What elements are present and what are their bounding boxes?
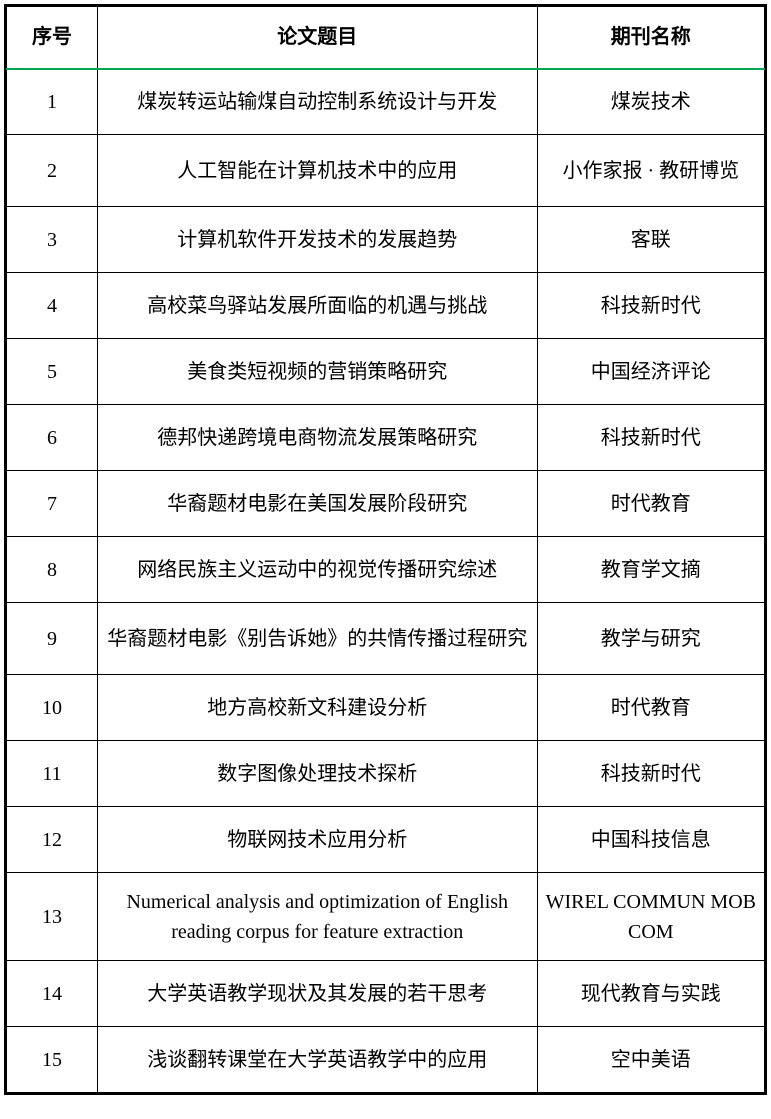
paper-table: 序号 论文题目 期刊名称 1煤炭转运站输煤自动控制系统设计与开发煤炭技术2人工智…	[6, 6, 765, 1093]
paper-table-container: 序号 论文题目 期刊名称 1煤炭转运站输煤自动控制系统设计与开发煤炭技术2人工智…	[4, 4, 767, 1095]
cell-title: Numerical analysis and optimization of E…	[97, 873, 537, 961]
cell-num: 15	[7, 1027, 98, 1093]
cell-num: 2	[7, 135, 98, 207]
cell-journal: 客联	[537, 207, 764, 273]
cell-title: 德邦快递跨境电商物流发展策略研究	[97, 405, 537, 471]
table-row: 3计算机软件开发技术的发展趋势客联	[7, 207, 765, 273]
table-row: 7华裔题材电影在美国发展阶段研究时代教育	[7, 471, 765, 537]
cell-num: 1	[7, 69, 98, 135]
cell-title: 大学英语教学现状及其发展的若干思考	[97, 961, 537, 1027]
cell-title: 人工智能在计算机技术中的应用	[97, 135, 537, 207]
cell-title: 高校菜鸟驿站发展所面临的机遇与挑战	[97, 273, 537, 339]
table-body: 1煤炭转运站输煤自动控制系统设计与开发煤炭技术2人工智能在计算机技术中的应用小作…	[7, 69, 765, 1093]
col-header-num: 序号	[7, 7, 98, 69]
cell-title: 美食类短视频的营销策略研究	[97, 339, 537, 405]
cell-title: 华裔题材电影《别告诉她》的共情传播过程研究	[97, 603, 537, 675]
table-header-row: 序号 论文题目 期刊名称	[7, 7, 765, 69]
cell-title: 物联网技术应用分析	[97, 807, 537, 873]
cell-journal: 中国科技信息	[537, 807, 764, 873]
col-header-journal: 期刊名称	[537, 7, 764, 69]
cell-journal: 小作家报 · 教研博览	[537, 135, 764, 207]
cell-title: 煤炭转运站输煤自动控制系统设计与开发	[97, 69, 537, 135]
table-row: 2人工智能在计算机技术中的应用小作家报 · 教研博览	[7, 135, 765, 207]
cell-journal: 中国经济评论	[537, 339, 764, 405]
cell-num: 8	[7, 537, 98, 603]
cell-num: 12	[7, 807, 98, 873]
cell-num: 6	[7, 405, 98, 471]
table-row: 10地方高校新文科建设分析时代教育	[7, 675, 765, 741]
table-row: 13Numerical analysis and optimization of…	[7, 873, 765, 961]
cell-num: 10	[7, 675, 98, 741]
cell-journal: 教学与研究	[537, 603, 764, 675]
cell-journal: 科技新时代	[537, 405, 764, 471]
cell-num: 14	[7, 961, 98, 1027]
cell-num: 3	[7, 207, 98, 273]
table-row: 5美食类短视频的营销策略研究中国经济评论	[7, 339, 765, 405]
cell-journal: 煤炭技术	[537, 69, 764, 135]
cell-num: 13	[7, 873, 98, 961]
table-row: 9华裔题材电影《别告诉她》的共情传播过程研究教学与研究	[7, 603, 765, 675]
cell-num: 5	[7, 339, 98, 405]
table-row: 15浅谈翻转课堂在大学英语教学中的应用空中美语	[7, 1027, 765, 1093]
table-row: 14大学英语教学现状及其发展的若干思考现代教育与实践	[7, 961, 765, 1027]
cell-journal: 教育学文摘	[537, 537, 764, 603]
cell-journal: 现代教育与实践	[537, 961, 764, 1027]
cell-journal: WIREL COMMUN MOB COM	[537, 873, 764, 961]
cell-num: 7	[7, 471, 98, 537]
cell-journal: 科技新时代	[537, 741, 764, 807]
cell-title: 数字图像处理技术探析	[97, 741, 537, 807]
table-row: 4高校菜鸟驿站发展所面临的机遇与挑战科技新时代	[7, 273, 765, 339]
cell-title: 地方高校新文科建设分析	[97, 675, 537, 741]
table-row: 1煤炭转运站输煤自动控制系统设计与开发煤炭技术	[7, 69, 765, 135]
cell-journal: 时代教育	[537, 675, 764, 741]
cell-num: 4	[7, 273, 98, 339]
table-row: 6德邦快递跨境电商物流发展策略研究科技新时代	[7, 405, 765, 471]
table-row: 11数字图像处理技术探析科技新时代	[7, 741, 765, 807]
cell-journal: 空中美语	[537, 1027, 764, 1093]
cell-title: 计算机软件开发技术的发展趋势	[97, 207, 537, 273]
cell-num: 11	[7, 741, 98, 807]
col-header-title: 论文题目	[97, 7, 537, 69]
cell-title: 浅谈翻转课堂在大学英语教学中的应用	[97, 1027, 537, 1093]
cell-num: 9	[7, 603, 98, 675]
table-row: 8网络民族主义运动中的视觉传播研究综述教育学文摘	[7, 537, 765, 603]
table-row: 12物联网技术应用分析中国科技信息	[7, 807, 765, 873]
cell-title: 华裔题材电影在美国发展阶段研究	[97, 471, 537, 537]
cell-journal: 时代教育	[537, 471, 764, 537]
cell-journal: 科技新时代	[537, 273, 764, 339]
cell-title: 网络民族主义运动中的视觉传播研究综述	[97, 537, 537, 603]
